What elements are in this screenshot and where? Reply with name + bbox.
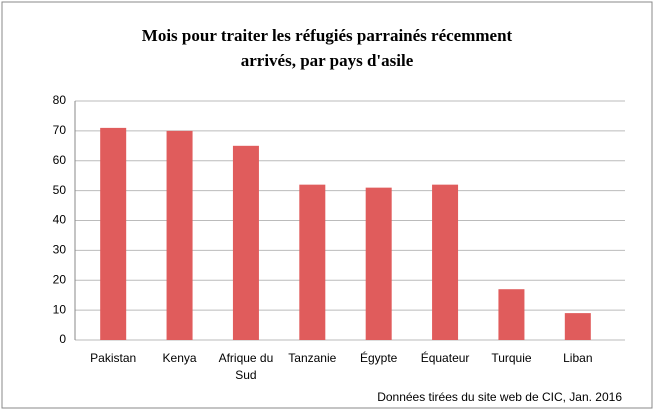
bar: [299, 184, 326, 340]
bar: [100, 127, 127, 340]
bar: [498, 289, 525, 340]
chart-title: Mois pour traiter les réfugiés parrainés…: [142, 26, 513, 45]
x-tick-label: Pakistan: [90, 351, 137, 365]
y-tick-label: 10: [53, 302, 67, 316]
x-tick-label: Liban: [563, 351, 593, 365]
bar: [166, 130, 193, 340]
y-tick-label: 70: [53, 123, 67, 137]
chart-title: arrivés, par pays d'asile: [241, 51, 414, 70]
y-tick-label: 50: [53, 183, 67, 197]
bar: [232, 145, 259, 340]
y-tick-label: 80: [53, 93, 67, 107]
x-tick-label: Tanzanie: [288, 351, 337, 365]
x-tick-label: Afrique du Sud: [218, 351, 274, 382]
bar: [365, 187, 392, 340]
bar: [564, 313, 591, 340]
source-note: Données tirées du site web de CIC, Jan. …: [377, 390, 622, 404]
y-tick-label: 0: [59, 332, 66, 346]
bar: [432, 184, 459, 340]
x-tick-label: Égypte: [360, 351, 398, 365]
y-tick-label: 20: [53, 272, 67, 286]
y-tick-label: 30: [53, 243, 67, 257]
y-tick-label: 40: [53, 213, 67, 227]
x-tick-label: Équateur: [420, 351, 470, 365]
x-tick-label: Kenya: [162, 351, 197, 365]
y-tick-label: 60: [53, 153, 67, 167]
x-tick-label: Turquie: [491, 351, 532, 365]
